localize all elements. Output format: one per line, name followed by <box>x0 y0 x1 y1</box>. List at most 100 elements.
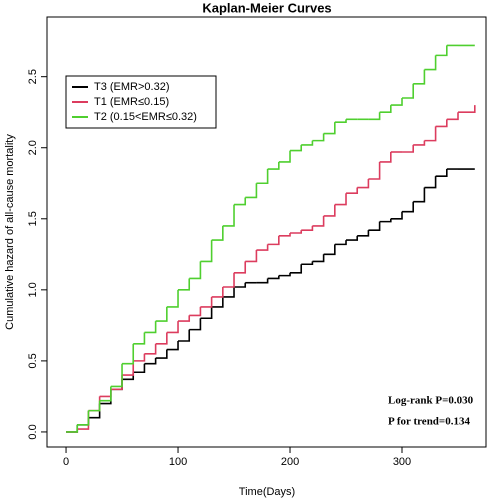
x-tick-label: 100 <box>169 456 187 468</box>
curve-step <box>222 272 235 288</box>
curve-step <box>155 349 168 359</box>
curve-step <box>301 140 314 146</box>
curve-step <box>110 379 123 391</box>
curve-step <box>290 264 303 274</box>
curve-step <box>189 318 202 331</box>
curve-step <box>334 240 347 246</box>
curve-step <box>166 340 179 351</box>
legend-box <box>65 75 217 129</box>
curve-step <box>178 329 191 342</box>
curve-step <box>379 218 392 223</box>
curve-step <box>301 225 314 231</box>
curve-step <box>189 261 202 280</box>
curve-step <box>357 178 370 189</box>
curve-step <box>301 261 314 266</box>
curve-step <box>77 417 90 426</box>
curve-step <box>323 244 336 256</box>
curve-step <box>357 230 370 237</box>
curve-step <box>424 55 437 71</box>
curve-step <box>290 144 303 152</box>
curve-step <box>256 278 269 284</box>
curve-step <box>110 363 123 388</box>
curve-step <box>312 254 325 263</box>
curve-step <box>133 332 146 345</box>
curve-step <box>346 187 359 195</box>
curve-step <box>155 306 168 322</box>
plot-frame <box>46 16 487 448</box>
legend-label: T3 (EMR>0.32) <box>94 81 170 93</box>
curve-step <box>435 119 448 128</box>
curve-step <box>278 232 291 237</box>
curve-step <box>245 250 258 263</box>
curve-step <box>435 169 448 177</box>
annotation: P for trend=0.134 <box>388 416 470 428</box>
y-tick-label: 2.5 <box>27 69 39 84</box>
curve-step <box>379 105 392 114</box>
y-tick-label: 1.0 <box>27 282 39 297</box>
curve-step <box>189 306 202 317</box>
curve-step <box>413 69 426 85</box>
curve-step <box>234 282 247 288</box>
curve-step <box>155 332 168 345</box>
curve-step <box>290 230 303 234</box>
curve-step <box>413 140 426 146</box>
curve-step <box>122 360 135 376</box>
curve-step <box>200 240 213 263</box>
y-tick-label: 1.5 <box>27 211 39 226</box>
curve-step <box>413 187 426 203</box>
curve-step <box>211 225 224 241</box>
curve-step <box>222 286 235 298</box>
curve-step <box>166 321 179 334</box>
curve-step <box>178 315 191 322</box>
curve-step <box>166 289 179 308</box>
y-tick-label: 2.0 <box>27 140 39 155</box>
curve-step <box>278 272 291 277</box>
y-axis-label: Cumulative hazard of all-cause mortality <box>4 134 16 330</box>
x-axis-label: Time(Days) <box>239 486 295 498</box>
x-tick-label: 300 <box>393 456 411 468</box>
curve-step <box>88 396 101 412</box>
x-tick-label: 0 <box>63 456 69 468</box>
curve-step <box>66 424 79 433</box>
curve-step <box>178 278 191 291</box>
curve-step <box>99 386 112 402</box>
curve-step <box>77 410 90 430</box>
curve-step <box>334 193 347 206</box>
curve-step <box>133 363 146 374</box>
curve-step <box>66 424 79 433</box>
x-tick-label: 200 <box>281 456 299 468</box>
curve-step <box>122 343 135 365</box>
curve-step <box>211 286 224 298</box>
curve-step <box>368 112 381 121</box>
curve-step <box>133 353 146 362</box>
curve-step <box>278 150 291 163</box>
curve-step <box>424 176 437 189</box>
curve-step <box>323 204 336 217</box>
curve-step <box>256 169 269 185</box>
curve-step <box>402 83 415 99</box>
curve-step <box>99 389 112 398</box>
curve-step <box>334 119 347 123</box>
curve-step <box>390 211 403 220</box>
curve-step <box>234 261 247 274</box>
curve-step <box>346 235 359 241</box>
annotation: Log-rank P=0.030 <box>388 395 474 407</box>
curve-step <box>368 161 381 180</box>
curve-step <box>435 45 448 57</box>
curve-step <box>312 133 325 142</box>
curve-step <box>368 221 381 231</box>
curve-step <box>88 400 101 412</box>
curve-step <box>446 112 459 121</box>
curve-step <box>323 122 336 135</box>
legend-label: T1 (EMR≤0.15) <box>94 96 169 108</box>
curve-step <box>256 244 269 251</box>
curve-step <box>211 296 224 308</box>
curve-step <box>144 358 157 365</box>
curve-step <box>234 197 247 206</box>
curve-step <box>312 215 325 227</box>
curve-step <box>267 235 280 246</box>
curve-step <box>77 410 90 426</box>
curve-step <box>390 97 403 106</box>
y-tick-label: 0.0 <box>27 424 39 439</box>
